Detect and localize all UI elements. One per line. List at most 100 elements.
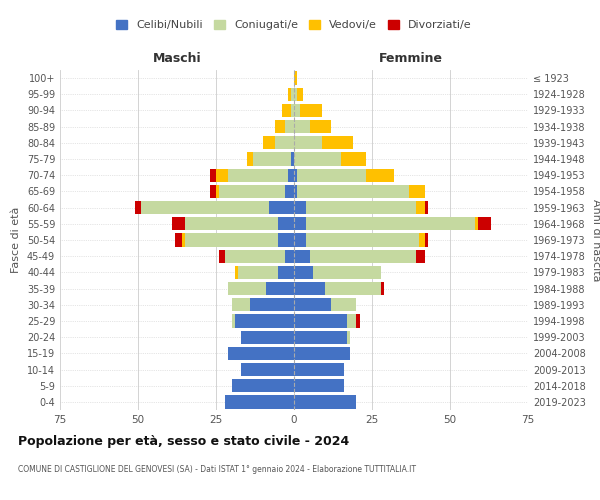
Bar: [347, 314, 356, 328]
Bar: [278, 217, 294, 230]
Bar: [135, 201, 141, 214]
Bar: [288, 168, 294, 182]
Bar: [275, 136, 294, 149]
Y-axis label: Anni di nascita: Anni di nascita: [591, 198, 600, 281]
Bar: [294, 88, 297, 101]
Bar: [310, 250, 416, 263]
Bar: [226, 250, 284, 263]
Bar: [294, 136, 322, 149]
Bar: [291, 104, 294, 117]
Bar: [366, 168, 394, 182]
Bar: [294, 266, 313, 279]
Bar: [219, 250, 226, 263]
Bar: [297, 168, 366, 182]
Bar: [284, 250, 294, 263]
Bar: [175, 234, 182, 246]
Bar: [300, 104, 322, 117]
Bar: [294, 234, 307, 246]
Bar: [294, 298, 331, 312]
Bar: [232, 379, 294, 392]
Bar: [297, 88, 304, 101]
Bar: [294, 379, 344, 392]
Bar: [238, 266, 278, 279]
Bar: [307, 234, 419, 246]
Bar: [278, 266, 294, 279]
Bar: [416, 201, 425, 214]
Bar: [294, 168, 297, 182]
Bar: [294, 185, 297, 198]
Bar: [182, 234, 185, 246]
Bar: [294, 104, 300, 117]
Bar: [141, 201, 269, 214]
Y-axis label: Fasce di età: Fasce di età: [11, 207, 21, 273]
Bar: [356, 314, 359, 328]
Bar: [294, 314, 347, 328]
Bar: [294, 120, 310, 134]
Bar: [294, 152, 341, 166]
Bar: [232, 298, 250, 312]
Bar: [294, 282, 325, 295]
Bar: [185, 217, 278, 230]
Bar: [425, 201, 428, 214]
Bar: [294, 250, 310, 263]
Bar: [284, 120, 294, 134]
Bar: [475, 217, 478, 230]
Bar: [263, 136, 275, 149]
Bar: [416, 250, 425, 263]
Bar: [216, 168, 229, 182]
Bar: [241, 363, 294, 376]
Bar: [294, 330, 347, 344]
Bar: [294, 72, 297, 85]
Bar: [185, 234, 278, 246]
Text: Maschi: Maschi: [152, 52, 202, 65]
Bar: [409, 185, 425, 198]
Bar: [307, 201, 416, 214]
Bar: [229, 168, 288, 182]
Bar: [419, 234, 425, 246]
Bar: [250, 298, 294, 312]
Bar: [294, 201, 307, 214]
Bar: [341, 152, 366, 166]
Bar: [325, 282, 382, 295]
Bar: [297, 185, 409, 198]
Bar: [216, 185, 219, 198]
Bar: [253, 152, 291, 166]
Bar: [269, 201, 294, 214]
Bar: [284, 185, 294, 198]
Text: Femmine: Femmine: [379, 52, 443, 65]
Bar: [294, 363, 344, 376]
Bar: [232, 314, 235, 328]
Bar: [425, 234, 428, 246]
Bar: [322, 136, 353, 149]
Bar: [210, 168, 216, 182]
Bar: [235, 266, 238, 279]
Text: COMUNE DI CASTIGLIONE DEL GENOVESI (SA) - Dati ISTAT 1° gennaio 2024 - Elaborazi: COMUNE DI CASTIGLIONE DEL GENOVESI (SA) …: [18, 465, 416, 474]
Bar: [210, 185, 216, 198]
Bar: [291, 152, 294, 166]
Bar: [278, 234, 294, 246]
Bar: [235, 314, 294, 328]
Bar: [229, 346, 294, 360]
Bar: [226, 396, 294, 408]
Bar: [382, 282, 385, 295]
Bar: [294, 346, 350, 360]
Bar: [294, 396, 356, 408]
Bar: [266, 282, 294, 295]
Legend: Celibi/Nubili, Coniugati/e, Vedovi/e, Divorziati/e: Celibi/Nubili, Coniugati/e, Vedovi/e, Di…: [116, 20, 472, 30]
Text: Popolazione per età, sesso e stato civile - 2024: Popolazione per età, sesso e stato civil…: [18, 435, 349, 448]
Bar: [347, 330, 350, 344]
Bar: [291, 88, 294, 101]
Bar: [310, 120, 331, 134]
Bar: [241, 330, 294, 344]
Bar: [478, 217, 491, 230]
Bar: [281, 104, 291, 117]
Bar: [275, 120, 284, 134]
Bar: [288, 88, 291, 101]
Bar: [331, 298, 356, 312]
Bar: [313, 266, 382, 279]
Bar: [247, 152, 253, 166]
Bar: [229, 282, 266, 295]
Bar: [294, 217, 307, 230]
Bar: [307, 217, 475, 230]
Bar: [172, 217, 185, 230]
